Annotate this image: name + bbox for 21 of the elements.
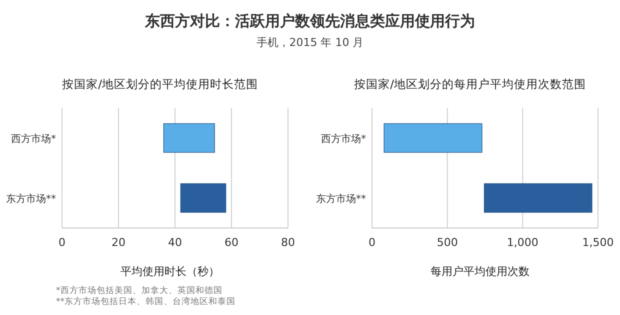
text: 手机，2015 年 10 月 xyxy=(256,36,364,49)
x-tick-label: 80 xyxy=(281,236,295,249)
text: **东方市场包括日本、韩国、台湾地区和泰国 xyxy=(56,296,236,307)
y-tick-label: 东方市场** xyxy=(316,193,366,205)
y-tick-label: 东方市场** xyxy=(6,193,56,205)
y-tick-label: 西方市场* xyxy=(11,133,56,145)
x-axis-title: 每用户平均使用次数 xyxy=(430,265,530,278)
x-tick-label: 40 xyxy=(168,236,182,249)
x-tick-label: 0 xyxy=(368,236,376,249)
x-tick-label: 1,500 xyxy=(582,236,614,249)
x-axis-title: 平均使用时长（秒） xyxy=(120,265,220,278)
text: *西方市场包括美国、加拿大、英国和德国 xyxy=(56,285,222,296)
chart-title: 按国家/地区划分的每用户平均使用次数范围 xyxy=(354,77,586,91)
x-tick-label: 0 xyxy=(58,236,66,249)
chart-title: 按国家/地区划分的平均使用时长范围 xyxy=(62,77,258,91)
x-tick-label: 500 xyxy=(436,236,458,249)
x-tick-label: 60 xyxy=(224,236,238,249)
x-tick-label: 1,000 xyxy=(506,236,538,249)
text: 东西方对比：活跃用户数领先消息类应用使用行为 xyxy=(144,12,475,30)
x-tick-label: 20 xyxy=(112,236,126,249)
y-tick-label: 西方市场* xyxy=(321,133,366,145)
